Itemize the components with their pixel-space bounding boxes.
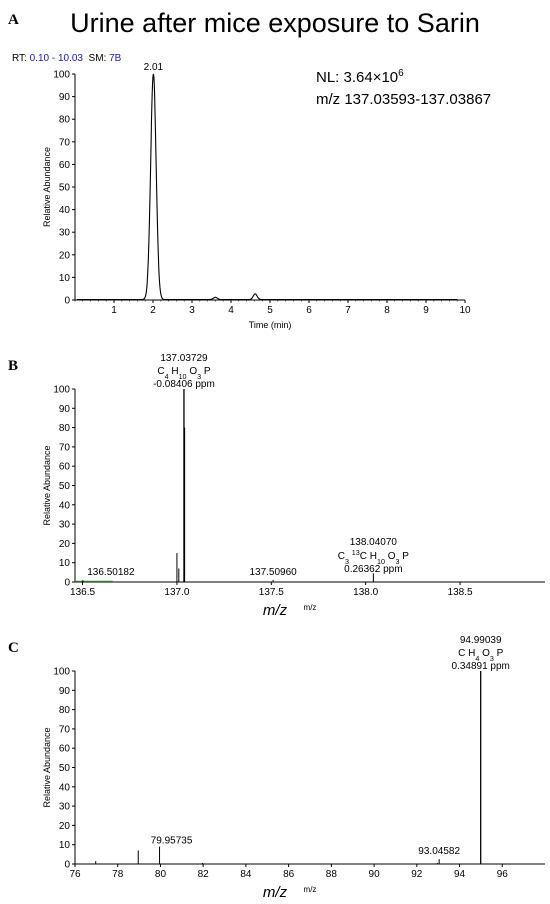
peak-label-b: 138.04070 xyxy=(350,537,398,548)
sm-value: 7B xyxy=(109,53,122,64)
x-tick-label-a: 10 xyxy=(459,305,471,316)
panel-label-a: A xyxy=(8,12,19,28)
y-tick-label-c: 50 xyxy=(59,763,71,774)
x-tick-label-c: 96 xyxy=(497,869,509,880)
y-axis-label-a: Relative Abundance xyxy=(42,147,52,227)
y-tick-label-b: 100 xyxy=(53,385,70,396)
peak-label-c: 79.95735 xyxy=(151,836,193,847)
rt-value: 0.10 - 10.03 xyxy=(29,53,83,64)
x-tick-label-b: 137.0 xyxy=(164,587,189,598)
x-tick-label-a: 8 xyxy=(384,305,390,316)
y-tick-label-b: 50 xyxy=(59,481,71,492)
y-tick-label-a: 0 xyxy=(64,296,70,307)
y-tick-label-c: 40 xyxy=(59,782,71,793)
y-tick-label-a: 100 xyxy=(53,70,70,81)
x-tick-label-c: 92 xyxy=(411,869,423,880)
x-tick-label-c: 82 xyxy=(198,869,210,880)
y-tick-label-a: 70 xyxy=(59,137,71,148)
y-axis-label-c: Relative Abundance xyxy=(42,727,52,807)
y-tick-label-c: 10 xyxy=(59,840,71,851)
x-tick-label-a: 4 xyxy=(228,305,234,316)
x-tick-label-b: 138.0 xyxy=(353,587,378,598)
x-tick-label-c: 80 xyxy=(155,869,167,880)
x-tick-label-a: 3 xyxy=(189,305,195,316)
y-tick-label-a: 50 xyxy=(59,183,71,194)
x-tick-label-c: 76 xyxy=(69,869,81,880)
y-tick-label-b: 90 xyxy=(59,404,71,415)
y-tick-label-c: 20 xyxy=(59,821,71,832)
x-axis-label-a: Time (min) xyxy=(249,320,292,330)
peak-ppm-c: 0.34891 ppm xyxy=(452,661,510,672)
peak-label-b: 136.50182 xyxy=(87,567,135,578)
y-tick-label-b: 20 xyxy=(59,539,71,550)
x-tick-label-c: 90 xyxy=(369,869,381,880)
x-axis-label-c: m/z xyxy=(263,884,288,901)
y-tick-label-b: 80 xyxy=(59,423,71,434)
x-tick-label-c: 94 xyxy=(454,869,466,880)
x-axis-label-b: m/z xyxy=(263,602,288,619)
peak-label: 2.01 xyxy=(144,62,164,73)
y-tick-label-b: 10 xyxy=(59,558,71,569)
x-tick-label-c: 78 xyxy=(112,869,124,880)
x-tick-label-b: 138.5 xyxy=(448,587,473,598)
y-tick-label-a: 80 xyxy=(59,115,71,126)
y-tick-label-b: 40 xyxy=(59,500,71,511)
chromatogram-trace xyxy=(77,73,458,301)
peak-formula-b: C3 13C H10 O3 P xyxy=(338,548,410,566)
peak-label-c: 93.04582 xyxy=(418,846,460,857)
x-tick-label-c: 84 xyxy=(240,869,252,880)
peak-label-b: 137.03729 xyxy=(160,353,208,364)
y-tick-label-c: 90 xyxy=(59,686,71,697)
y-tick-label-b: 60 xyxy=(59,462,71,473)
nl-note: NL: 3.64×106 xyxy=(316,68,404,86)
peak-formula-b: C4 H10 O3 P xyxy=(157,366,211,381)
y-tick-label-b: 0 xyxy=(64,578,70,589)
x-tick-label-b: 137.5 xyxy=(259,587,284,598)
y-tick-label-c: 30 xyxy=(59,802,71,813)
x-tick-label-a: 7 xyxy=(345,305,351,316)
x-axis-unit-c: m/z xyxy=(304,885,317,894)
y-axis-label-b: Relative Abundance xyxy=(42,445,52,525)
peak-ppm-b: -0.08406 ppm xyxy=(153,379,215,390)
x-tick-label-a: 6 xyxy=(306,305,312,316)
sm-label: SM: xyxy=(88,53,107,64)
y-tick-label-c: 70 xyxy=(59,724,71,735)
y-tick-label-b: 70 xyxy=(59,442,71,453)
y-tick-label-c: 100 xyxy=(53,667,70,678)
y-tick-label-a: 90 xyxy=(59,92,71,103)
y-tick-label-a: 40 xyxy=(59,205,71,216)
x-tick-label-c: 86 xyxy=(283,869,295,880)
y-tick-label-a: 10 xyxy=(59,273,71,284)
y-tick-label-c: 60 xyxy=(59,744,71,755)
panel-label-b: B xyxy=(8,358,19,374)
peak-ppm-b: 0.26362 ppm xyxy=(344,564,402,575)
y-tick-label-c: 80 xyxy=(59,705,71,716)
peak-label-c: 94.99039 xyxy=(460,635,502,646)
panel-a-header: RT: 0.10 - 10.03 SM: 7B xyxy=(12,53,121,64)
rt-label: RT: xyxy=(12,53,27,64)
y-tick-label-a: 30 xyxy=(59,228,71,239)
y-tick-label-b: 30 xyxy=(59,520,71,531)
nl-text: NL: 3.64×10 xyxy=(316,69,399,86)
figure-title: Urine after mice exposure to Sarin xyxy=(70,8,480,38)
panel-label-c: C xyxy=(8,640,19,656)
x-tick-label-c: 88 xyxy=(326,869,338,880)
y-tick-label-c: 0 xyxy=(64,860,70,871)
mz-range-note: m/z 137.03593-137.03867 xyxy=(316,91,492,108)
y-tick-label-a: 60 xyxy=(59,160,71,171)
peak-formula-c: C H4 O3 P xyxy=(458,648,504,663)
x-tick-label-a: 5 xyxy=(267,305,273,316)
y-tick-label-a: 20 xyxy=(59,250,71,261)
x-tick-label-a: 2 xyxy=(150,305,156,316)
nl-exponent: 6 xyxy=(398,68,404,79)
peak-label-b: 137.50960 xyxy=(249,567,297,578)
x-axis-unit-b: m/z xyxy=(304,603,317,612)
x-tick-label-b: 136.5 xyxy=(70,587,95,598)
x-tick-label-a: 9 xyxy=(423,305,429,316)
x-tick-label-a: 1 xyxy=(111,305,117,316)
